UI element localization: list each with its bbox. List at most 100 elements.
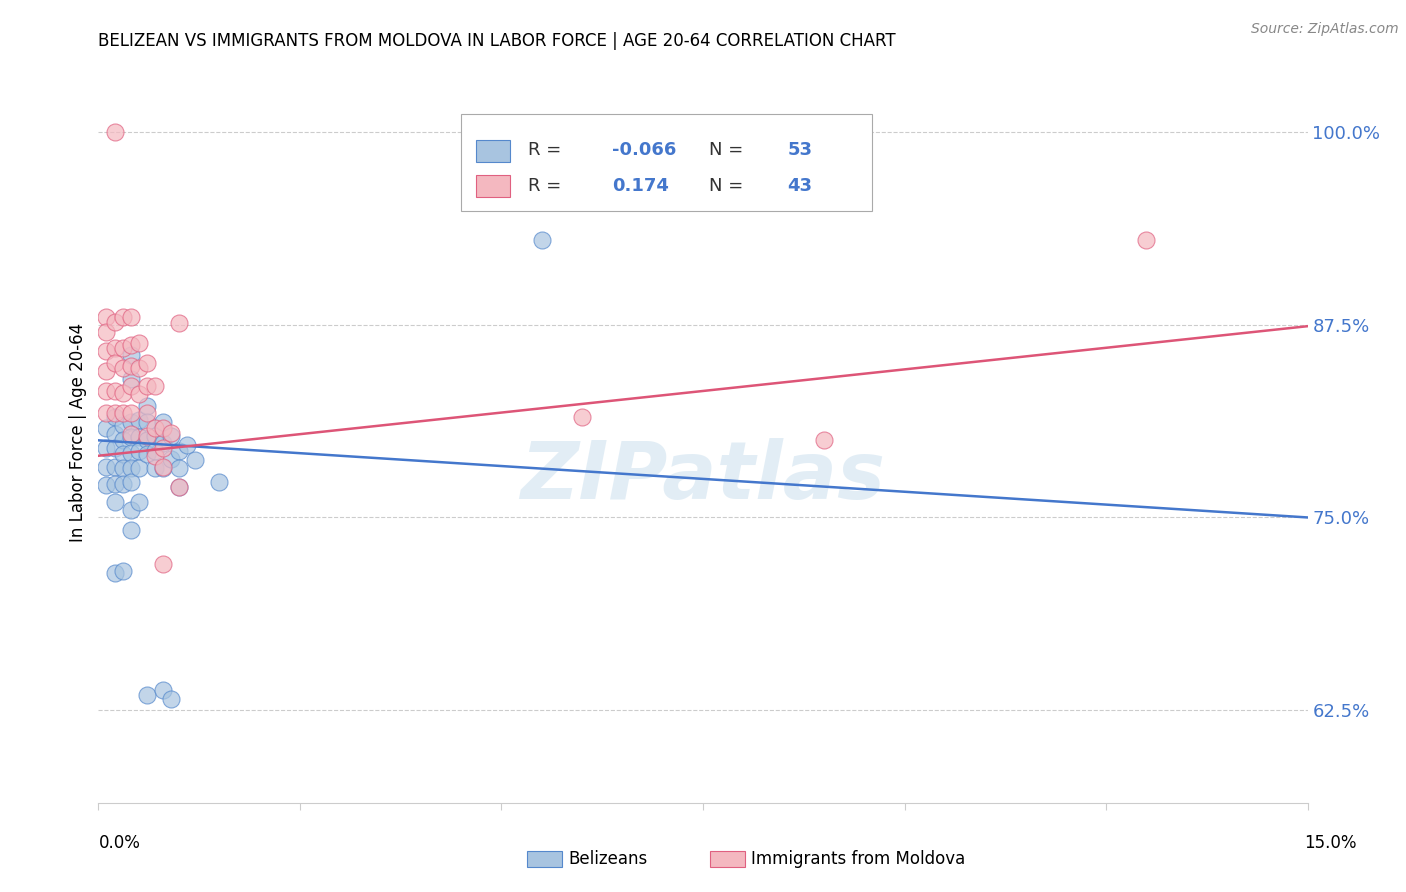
Point bbox=[103, 384, 125, 398]
Point bbox=[103, 441, 125, 455]
Y-axis label: In Labor Force | Age 20-64: In Labor Force | Age 20-64 bbox=[69, 323, 87, 542]
Point bbox=[167, 316, 190, 330]
Point bbox=[120, 406, 142, 420]
Point bbox=[120, 379, 142, 393]
Point bbox=[111, 385, 134, 400]
Point bbox=[128, 444, 150, 458]
Point bbox=[135, 379, 157, 393]
Point bbox=[111, 476, 134, 491]
Text: Source: ZipAtlas.com: Source: ZipAtlas.com bbox=[1251, 22, 1399, 37]
Point bbox=[120, 427, 142, 442]
Point bbox=[120, 523, 142, 537]
Point bbox=[96, 326, 118, 340]
Point bbox=[96, 310, 118, 324]
FancyBboxPatch shape bbox=[461, 114, 872, 211]
Point bbox=[96, 459, 118, 474]
Point bbox=[1135, 233, 1157, 247]
Point bbox=[135, 434, 157, 448]
Point bbox=[96, 421, 118, 435]
Point bbox=[96, 441, 118, 455]
Point bbox=[152, 459, 174, 474]
Point bbox=[135, 415, 157, 429]
Point bbox=[152, 421, 174, 435]
Point bbox=[103, 125, 125, 139]
Point bbox=[184, 453, 207, 467]
Point bbox=[152, 461, 174, 475]
Point bbox=[120, 415, 142, 429]
Point bbox=[160, 692, 183, 706]
Point bbox=[135, 428, 157, 442]
Point bbox=[128, 360, 150, 375]
Point bbox=[135, 400, 157, 414]
Text: R =: R = bbox=[527, 141, 567, 159]
Point bbox=[160, 425, 183, 440]
Point bbox=[103, 341, 125, 355]
Point bbox=[120, 502, 142, 516]
Point bbox=[103, 356, 125, 370]
Point bbox=[120, 461, 142, 475]
Point bbox=[128, 495, 150, 509]
Point bbox=[120, 349, 142, 363]
Point bbox=[111, 417, 134, 432]
FancyBboxPatch shape bbox=[475, 175, 509, 197]
Text: 0.174: 0.174 bbox=[613, 178, 669, 195]
Text: 15.0%: 15.0% bbox=[1303, 834, 1357, 852]
Text: 53: 53 bbox=[787, 141, 813, 159]
Point bbox=[167, 480, 190, 494]
Point bbox=[167, 480, 190, 494]
Point bbox=[120, 475, 142, 489]
Point bbox=[128, 413, 150, 427]
Point bbox=[135, 406, 157, 420]
Point bbox=[208, 475, 231, 489]
Point bbox=[120, 337, 142, 351]
Point bbox=[135, 688, 157, 702]
Point bbox=[135, 447, 157, 461]
Point bbox=[96, 343, 118, 358]
Point bbox=[143, 379, 166, 393]
Point bbox=[96, 364, 118, 378]
FancyBboxPatch shape bbox=[475, 140, 509, 162]
Point bbox=[96, 478, 118, 492]
Point bbox=[111, 565, 134, 579]
Point bbox=[143, 449, 166, 463]
Point bbox=[111, 461, 134, 475]
Point bbox=[96, 406, 118, 420]
Point bbox=[128, 336, 150, 351]
Point bbox=[128, 461, 150, 475]
Point bbox=[152, 441, 174, 455]
Point bbox=[143, 444, 166, 458]
Text: ZIPatlas: ZIPatlas bbox=[520, 438, 886, 516]
Text: N =: N = bbox=[709, 141, 749, 159]
Point bbox=[128, 430, 150, 444]
Text: Immigrants from Moldova: Immigrants from Moldova bbox=[751, 850, 965, 868]
Point bbox=[103, 314, 125, 328]
Text: 0.0%: 0.0% bbox=[98, 834, 141, 852]
Point bbox=[143, 428, 166, 442]
Point bbox=[167, 444, 190, 458]
Point bbox=[160, 451, 183, 466]
Point bbox=[103, 406, 125, 420]
Point bbox=[103, 459, 125, 474]
Point bbox=[152, 557, 174, 571]
Point bbox=[152, 683, 174, 698]
Point bbox=[143, 421, 166, 435]
Point bbox=[167, 461, 190, 475]
Point bbox=[120, 430, 142, 444]
Point bbox=[160, 428, 183, 442]
Text: N =: N = bbox=[709, 178, 749, 195]
Point bbox=[120, 371, 142, 385]
Point bbox=[103, 410, 125, 425]
Point bbox=[103, 427, 125, 442]
Point bbox=[813, 434, 835, 448]
Point bbox=[571, 410, 593, 425]
Point bbox=[96, 384, 118, 398]
Text: BELIZEAN VS IMMIGRANTS FROM MOLDOVA IN LABOR FORCE | AGE 20-64 CORRELATION CHART: BELIZEAN VS IMMIGRANTS FROM MOLDOVA IN L… bbox=[98, 32, 896, 50]
Point bbox=[111, 341, 134, 355]
Point bbox=[128, 387, 150, 401]
Point bbox=[103, 566, 125, 580]
Point bbox=[111, 434, 134, 448]
Text: R =: R = bbox=[527, 178, 567, 195]
Point bbox=[120, 445, 142, 459]
Point bbox=[143, 461, 166, 475]
Point bbox=[103, 476, 125, 491]
